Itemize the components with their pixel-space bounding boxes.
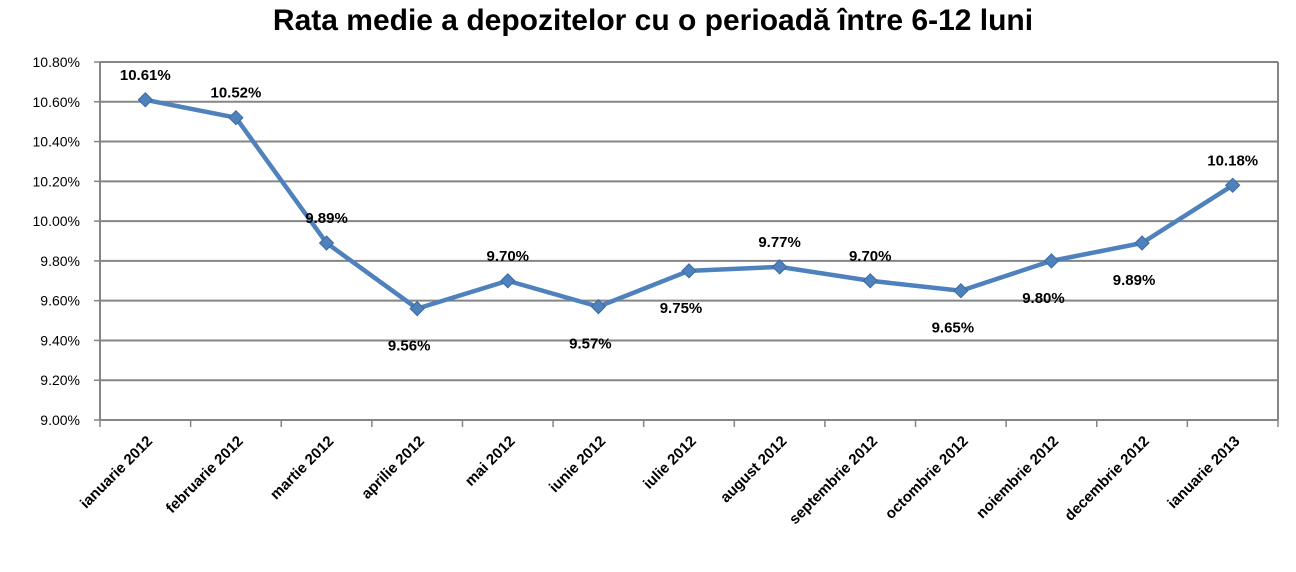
data-point-marker: [771, 259, 788, 275]
data-label: 9.89%: [305, 210, 348, 227]
y-tick-label: 9.00%: [40, 412, 80, 428]
data-label: 9.89%: [1113, 272, 1156, 289]
x-tick-label: septembrie 2012: [786, 433, 881, 528]
y-tick-label: 10.60%: [33, 94, 80, 110]
x-tick-label: februarie 2012: [163, 433, 247, 517]
data-label: 9.70%: [486, 248, 529, 265]
gridlines: [100, 61, 1278, 382]
chart-title: Rata medie a depozitelor cu o perioadă î…: [273, 4, 1033, 37]
data-point-marker: [318, 235, 335, 251]
data-label: 9.80%: [1022, 290, 1065, 307]
x-tick-label: martie 2012: [267, 433, 337, 503]
data-label: 9.65%: [932, 320, 975, 337]
data-label: 10.18%: [1207, 152, 1258, 169]
y-tick-label: 9.60%: [40, 293, 80, 309]
data-point-marker: [1224, 177, 1241, 194]
x-tick-label: octombrie 2012: [882, 433, 972, 523]
x-tick-label: august 2012: [717, 433, 790, 506]
y-tick-labels: 9.00% 9.20% 9.40% 9.60% 9.80% 10.00% 10.20% 10.…: [33, 54, 80, 428]
x-tick-label: mai 2012: [462, 433, 519, 490]
x-tick-label: aprilie 2012: [358, 433, 428, 503]
data-label: 9.75%: [660, 300, 703, 317]
data-label: 10.61%: [120, 67, 171, 84]
y-tick-label: 10.80%: [33, 54, 80, 70]
x-tick-label: noiembrie 2012: [973, 433, 1062, 522]
x-tick-labels: ianuarie 2012 februarie 2012 martie 2012 ap…: [77, 433, 1244, 528]
data-label: 9.57%: [569, 336, 612, 353]
data-point-marker: [590, 298, 607, 315]
y-tick-label: 10.20%: [33, 173, 80, 189]
y-tick-label: 10.40%: [33, 134, 80, 150]
x-tick-label: ianuarie 2013: [1164, 433, 1243, 512]
x-tick-label: ianuarie 2012: [77, 433, 156, 512]
data-label: 10.52%: [210, 85, 261, 102]
data-point-marker: [500, 273, 516, 289]
data-label: 9.56%: [388, 338, 431, 355]
data-label: 9.70%: [849, 248, 892, 265]
axes: [94, 61, 1279, 427]
data-point-marker: [862, 273, 878, 289]
series-markers: [137, 92, 1241, 317]
data-labels: 10.61% 10.52% 9.89% 9.56% 9.70% 9.57% 9.75% 9.7…: [120, 67, 1258, 355]
x-tick-label: iulie 2012: [640, 433, 700, 493]
y-tick-label: 9.80%: [40, 253, 80, 269]
data-point-marker: [137, 92, 154, 108]
data-point-marker: [228, 109, 244, 126]
y-tick-label: 9.20%: [40, 372, 80, 388]
x-tick-label: decembrie 2012: [1061, 433, 1153, 525]
y-tick-label: 10.00%: [33, 213, 80, 229]
y-tick-label: 9.40%: [40, 332, 80, 348]
data-point-marker: [1134, 235, 1150, 251]
data-point-marker: [1043, 253, 1060, 269]
x-tick-label: iunie 2012: [546, 433, 609, 496]
data-label: 9.77%: [758, 234, 801, 251]
data-point-marker: [409, 300, 425, 317]
data-point-marker: [681, 263, 697, 279]
data-point-marker: [953, 283, 969, 299]
